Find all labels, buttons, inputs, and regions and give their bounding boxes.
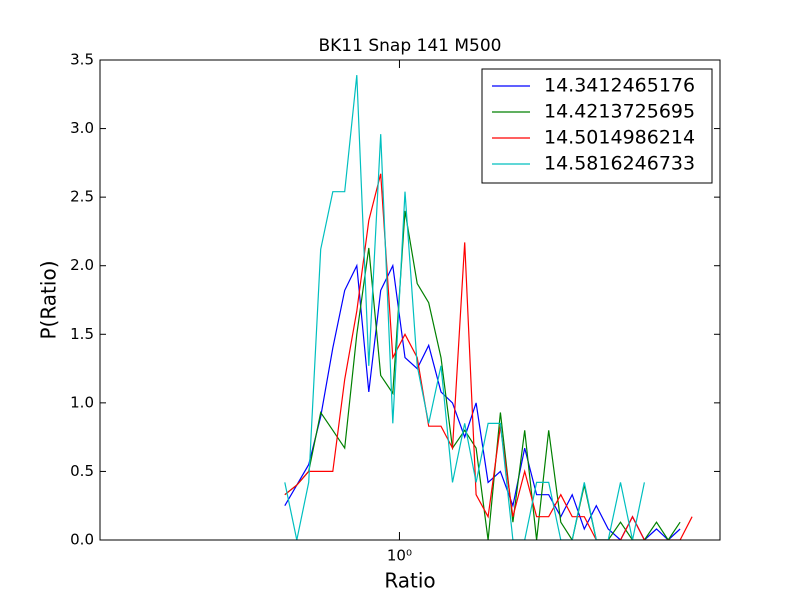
y-tick-label: 1.0 xyxy=(70,393,94,411)
legend-label: 14.4213725695 xyxy=(544,101,695,123)
y-tick-label: 2.0 xyxy=(70,256,94,274)
data-line xyxy=(284,210,681,540)
x-axis-label: Ratio xyxy=(384,569,435,593)
y-tick-label: 3.0 xyxy=(70,119,94,137)
legend-label: 14.3412465176 xyxy=(544,75,695,97)
y-tick-label: 1.5 xyxy=(70,325,94,343)
data-line xyxy=(284,263,681,540)
y-tick-label: 0.0 xyxy=(70,531,94,549)
legend-label: 14.5014986214 xyxy=(544,127,695,149)
data-line xyxy=(284,173,693,540)
data-line xyxy=(284,75,645,540)
y-tick-label: 3.5 xyxy=(70,51,94,69)
x-tick-label: 10⁰ xyxy=(387,547,412,565)
legend-label: 14.5816246733 xyxy=(544,153,695,175)
y-tick-label: 0.5 xyxy=(70,462,94,480)
y-tick-label: 2.5 xyxy=(70,188,94,206)
y-axis-label: P(Ratio) xyxy=(37,260,61,339)
chart-title: BK11 Snap 141 M500 xyxy=(319,36,502,56)
plot-frame xyxy=(99,59,721,541)
